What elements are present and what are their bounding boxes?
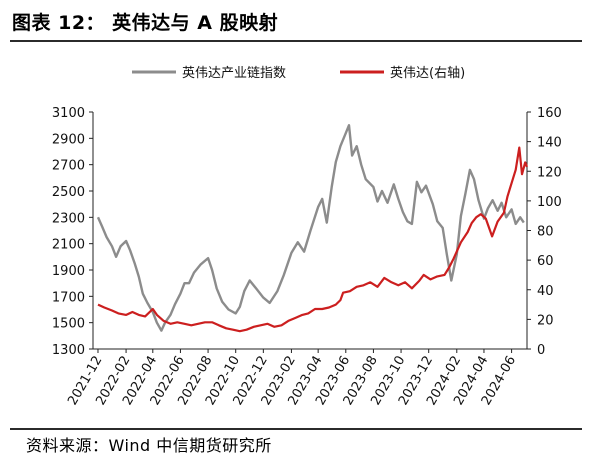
bottom-rule (10, 428, 582, 430)
legend-label-nvda: 英伟达(右轴) (390, 66, 465, 81)
y-left-tick-label: 2300 (52, 211, 85, 226)
chart-title: 图表 12： 英伟达与 A 股映射 (12, 12, 279, 34)
y-left-tick-label: 2900 (52, 132, 85, 147)
y-right-tick-label: 0 (537, 343, 545, 358)
y-right-tick-label: 20 (537, 313, 554, 328)
y-right-tick-label: 40 (537, 284, 554, 299)
y-left-tick-label: 2500 (52, 185, 85, 200)
legend: 英伟达产业链指数 英伟达(右轴) (132, 66, 465, 81)
y-right-tick-label: 80 (537, 225, 554, 240)
y-left-tick-label: 1700 (52, 290, 85, 305)
y-left-tick-label: 2700 (52, 159, 85, 174)
legend-label-index: 英伟达产业链指数 (182, 66, 286, 81)
y-left-tick-label: 1500 (52, 317, 85, 332)
source-note: 资料来源：Wind 中信期货研究所 (26, 436, 272, 455)
y-right-tick-label: 100 (537, 195, 562, 210)
y-right-tick-label: 160 (537, 106, 562, 121)
title-bar: 图表 12： 英伟达与 A 股映射 (0, 0, 610, 40)
top-rule (10, 40, 582, 42)
y-left-tick-label: 2100 (52, 238, 85, 253)
series-line-nvda (97, 146, 529, 333)
y-left-tick-label: 3100 (52, 106, 85, 121)
y-right-tick-label: 60 (537, 254, 554, 269)
y-left-tick-label: 1900 (52, 264, 85, 279)
y-left-tick-label: 1300 (52, 343, 85, 358)
series-layer (96, 123, 529, 333)
series-line-index (96, 123, 525, 332)
y-right-tick-label: 140 (537, 136, 562, 151)
y-right-tick-label: 120 (537, 165, 562, 180)
axes: 1300 1500 1700 1900 2100 2300 2500 2700 2900 3100… (52, 106, 562, 408)
